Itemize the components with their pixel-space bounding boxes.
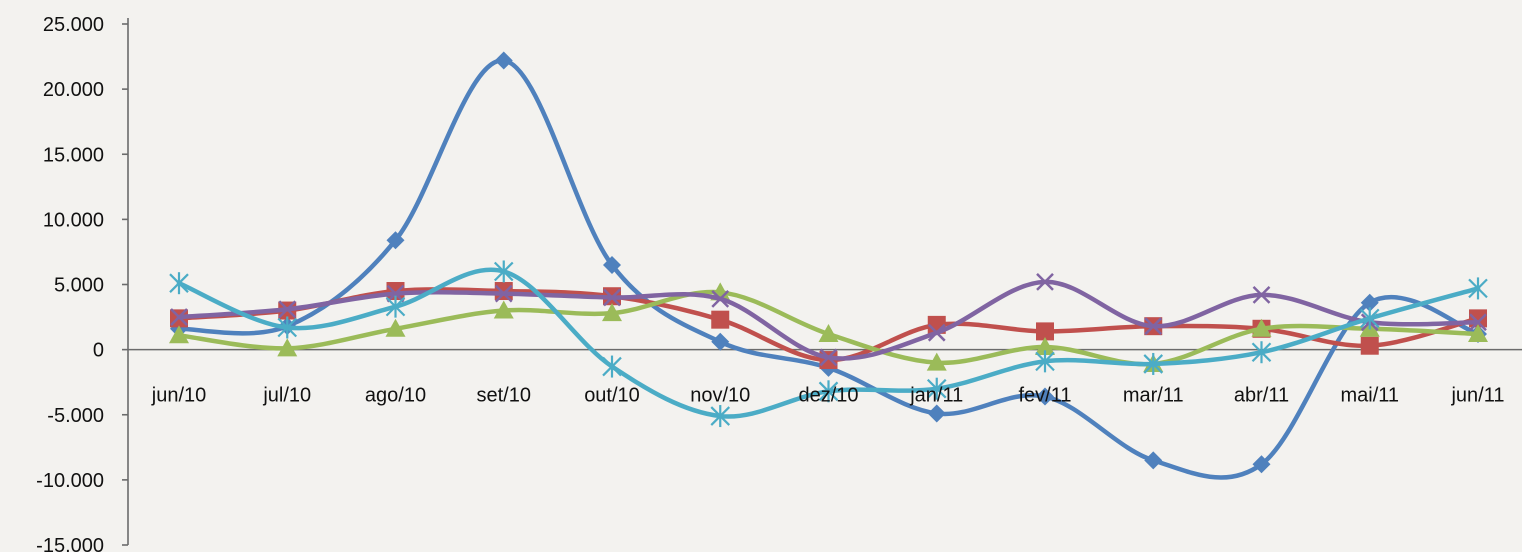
x-tick-label: out/10: [584, 385, 640, 407]
series-4-point: [386, 284, 405, 303]
series-5-point: [818, 380, 839, 403]
series-4-point: [927, 323, 946, 342]
series-1: [170, 51, 1487, 480]
series-4-point: [1036, 273, 1054, 291]
series-layer: [169, 51, 1488, 480]
series-3: [169, 282, 1488, 372]
series-3-point: [1251, 318, 1272, 337]
series-1-point: [1252, 455, 1271, 474]
y-tick-label: -15.000: [36, 535, 104, 552]
series-5-point: [493, 260, 514, 283]
series-1-line: [176, 58, 1481, 480]
series-5-point: [169, 272, 189, 295]
labels-layer: 25.000 20.000 15.000 10.000 5.000 0 -5.000 -10.…: [36, 14, 1504, 552]
x-tick-label: set/10: [477, 385, 531, 407]
series-1-point: [1036, 387, 1054, 406]
series-5-point: [710, 405, 731, 428]
x-tick-label: mar/11: [1123, 385, 1184, 407]
x-tick-label: jun/10: [151, 385, 207, 407]
series-3-point: [169, 325, 189, 344]
series-5-point: [1359, 307, 1380, 330]
series-1-point: [711, 332, 730, 351]
y-tick-label: 15.000: [43, 144, 104, 166]
y-tick-label: 5.000: [54, 275, 104, 297]
series-2-point: [711, 310, 730, 329]
series-1-point: [603, 255, 621, 274]
x-tick-label: abr/11: [1234, 385, 1289, 407]
series-5-point: [602, 355, 622, 378]
x-tick-label: jan/11: [909, 385, 963, 407]
series-3-point: [926, 352, 947, 371]
series-4-point: [1469, 313, 1487, 332]
series-4-point: [819, 348, 838, 367]
series-3-point: [277, 338, 298, 357]
series-1-point: [494, 51, 513, 70]
y-tick-label: -10.000: [36, 470, 104, 492]
x-tick-label: dez/10: [798, 385, 858, 407]
series-4-point: [603, 288, 621, 307]
series-5-point: [1468, 277, 1488, 300]
series-4-point: [170, 308, 188, 326]
series-3-point: [1468, 323, 1488, 342]
series-2-point: [494, 282, 513, 301]
series-2-point: [1360, 336, 1379, 355]
y-tick-label: -5.000: [47, 405, 104, 427]
x-tick-label: nov/10: [690, 385, 750, 407]
series-4-point: [494, 284, 513, 303]
series-3-point: [602, 303, 622, 322]
y-tick-label: 10.000: [43, 209, 104, 231]
series-1-point: [1144, 451, 1163, 470]
series-5-point: [277, 316, 298, 339]
series-5-point: [1143, 352, 1164, 375]
series-5-point: [1035, 350, 1055, 373]
axes-layer: [122, 18, 1522, 546]
series-4-point: [711, 289, 730, 308]
series-4-point: [1252, 286, 1271, 304]
series-5-point: [926, 377, 947, 400]
x-tick-label: jul/10: [262, 385, 311, 407]
x-tick-label: mai/11: [1340, 385, 1399, 407]
y-tick-label: 20.000: [43, 79, 104, 101]
series-5-point: [1251, 341, 1272, 364]
x-tick-label: jun/11: [1450, 385, 1504, 407]
x-tick-label: ago/10: [365, 385, 426, 407]
x-tick-label: fev/11: [1019, 385, 1072, 407]
series-5-point: [385, 295, 406, 318]
y-tick-label: 0: [93, 340, 104, 362]
series-1-point: [386, 231, 405, 250]
series-3-point: [818, 323, 839, 342]
series-2-point: [1036, 322, 1054, 341]
series-1-point: [1360, 293, 1379, 312]
series-3-point: [493, 300, 514, 319]
y-tick-label: 25.000: [43, 14, 104, 36]
series-5: [169, 260, 1488, 428]
series-1-point: [927, 404, 946, 423]
series-4-point: [1144, 317, 1163, 336]
series-4-point: [278, 300, 297, 319]
series-3-point: [385, 318, 406, 337]
series-3-point: [1035, 337, 1055, 356]
